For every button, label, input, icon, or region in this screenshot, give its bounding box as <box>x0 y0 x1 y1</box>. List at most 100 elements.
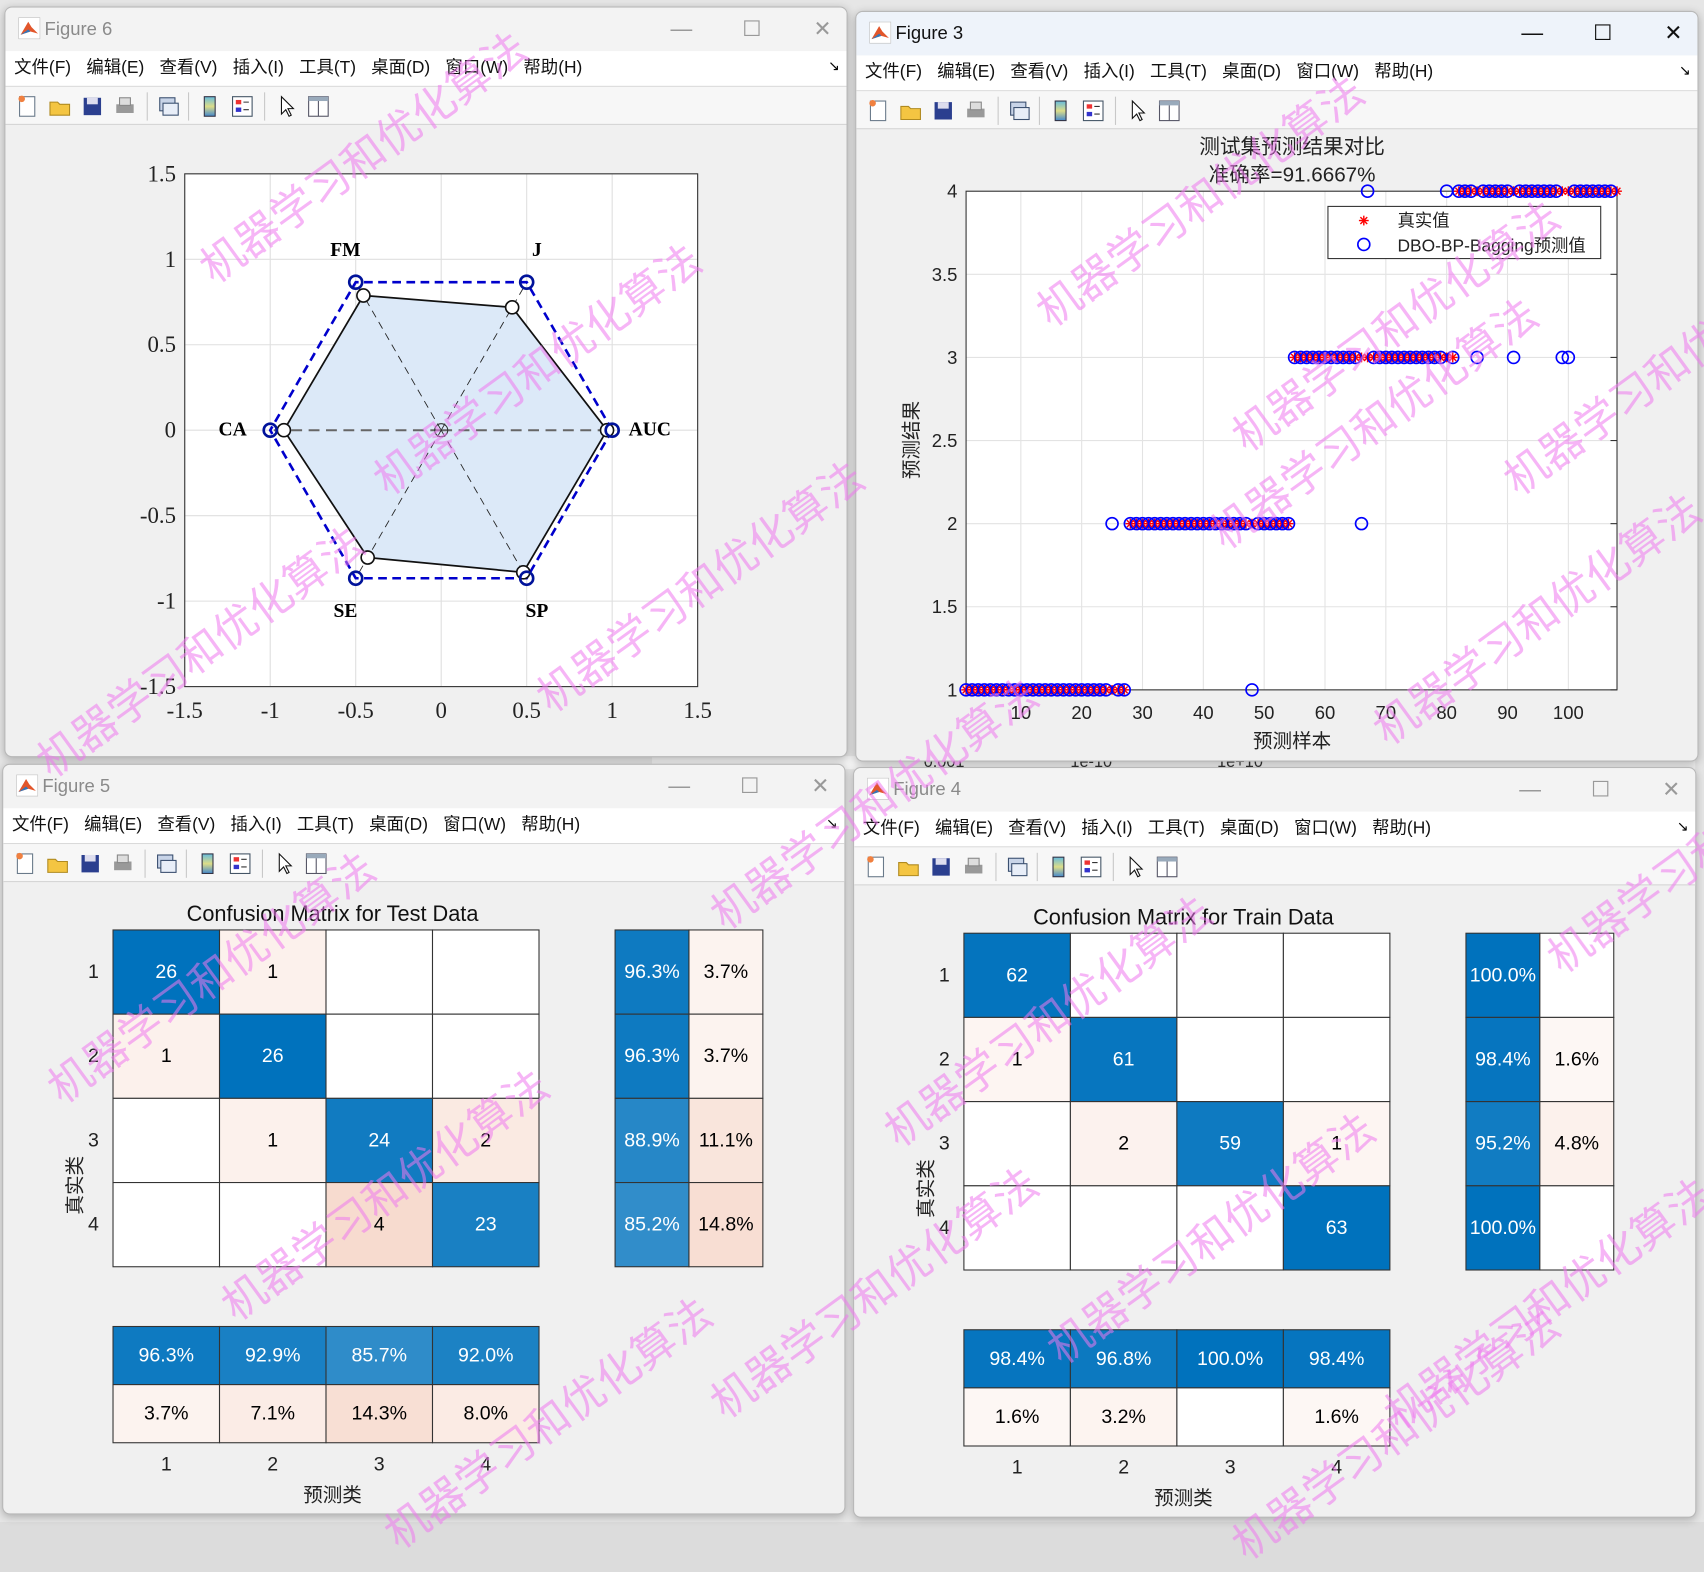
insert-colorbar-icon[interactable] <box>1048 98 1074 124</box>
insert-legend-icon[interactable] <box>229 93 255 119</box>
new-figure-icon[interactable] <box>863 854 889 880</box>
y-tick-label: 1.5 <box>932 596 958 617</box>
title-bar[interactable]: Figure 4 — ☐ ✕ <box>854 768 1696 812</box>
link-plot-icon[interactable] <box>155 93 181 119</box>
menu-item[interactable]: 查看(V) <box>157 815 216 835</box>
open-file-icon[interactable] <box>47 93 73 119</box>
open-file-icon[interactable] <box>895 854 921 880</box>
menu-item[interactable]: 文件(F) <box>11 815 69 835</box>
new-figure-icon[interactable] <box>14 93 40 119</box>
edit-plot-pointer-icon[interactable] <box>1121 854 1147 880</box>
menu-item[interactable]: 工具(T) <box>1147 819 1205 838</box>
menu-item[interactable]: 文件(F) <box>14 58 72 78</box>
edit-plot-pointer-icon[interactable] <box>271 851 297 877</box>
save-icon[interactable] <box>930 98 956 124</box>
new-figure-icon[interactable] <box>12 851 38 877</box>
menu-item[interactable]: 查看(V) <box>1008 819 1067 838</box>
save-icon[interactable] <box>77 851 103 877</box>
save-icon[interactable] <box>79 93 105 119</box>
menu-item[interactable]: 文件(F) <box>862 819 920 838</box>
minimize-button[interactable]: — <box>670 17 693 42</box>
menu-item[interactable]: 工具(T) <box>299 58 357 78</box>
menu-item[interactable]: 窗口(W) <box>445 58 509 78</box>
open-file-icon[interactable] <box>45 851 71 877</box>
dock-arrow-icon[interactable]: ↘ <box>1676 818 1689 835</box>
edit-plot-pointer-icon[interactable] <box>273 93 299 119</box>
menu-item[interactable]: 文件(F) <box>865 63 922 82</box>
insert-colorbar-icon[interactable] <box>195 851 221 877</box>
menu-item[interactable]: 桌面(D) <box>371 58 431 78</box>
y-tick-label: 0 <box>165 418 176 443</box>
open-file-icon[interactable] <box>898 98 924 124</box>
menu-item[interactable]: 窗口(W) <box>1296 63 1360 82</box>
menu-item[interactable]: 编辑(E) <box>84 815 143 835</box>
dock-arrow-icon[interactable]: ↘ <box>828 57 841 74</box>
predicted-value-marker <box>1342 350 1357 365</box>
print-icon[interactable] <box>963 98 989 124</box>
menu-item[interactable]: 窗口(W) <box>1294 819 1357 838</box>
menu-item[interactable]: 帮助(H) <box>521 815 581 835</box>
maximize-button[interactable]: ☐ <box>1590 777 1611 802</box>
column-summary-correct: 96.8% <box>1069 1329 1178 1389</box>
menu-item[interactable]: 编辑(E) <box>935 819 994 838</box>
matrix-cell <box>325 929 434 1015</box>
column-summary-correct-value: 92.0% <box>458 1345 513 1367</box>
y-tick-label: 0.5 <box>148 332 177 357</box>
menu-item[interactable]: 插入(I) <box>230 815 282 835</box>
menu-item[interactable]: 桌面(D) <box>1222 63 1282 82</box>
new-figure-icon[interactable] <box>865 98 891 124</box>
menu-item[interactable]: 编辑(E) <box>86 58 145 78</box>
link-plot-icon[interactable] <box>153 851 179 877</box>
legend[interactable]: 真实值 DBO-BP-Bagging预测值 <box>1327 205 1602 260</box>
menu-item[interactable]: 插入(I) <box>1081 819 1133 838</box>
legend-entry: DBO-BP-Bagging预测值 <box>1397 236 1585 256</box>
insert-legend-icon[interactable] <box>1080 98 1106 124</box>
insert-legend-icon[interactable] <box>227 851 253 877</box>
minimize-button[interactable]: — <box>1521 21 1544 46</box>
menu-item[interactable]: 窗口(W) <box>443 815 507 835</box>
column-class-label: 2 <box>267 1453 278 1475</box>
menu-item[interactable]: 编辑(E) <box>937 63 996 82</box>
menu-item[interactable]: 查看(V) <box>1010 63 1069 82</box>
maximize-button[interactable]: ☐ <box>740 774 760 799</box>
close-button[interactable]: ✕ <box>813 17 832 42</box>
menu-item[interactable]: 查看(V) <box>159 58 218 78</box>
title-bar[interactable]: Figure 3 — ☐ ✕ <box>856 11 1698 56</box>
menu-item[interactable]: 桌面(D) <box>1220 819 1279 838</box>
dock-arrow-icon[interactable]: ↘ <box>1679 61 1691 79</box>
title-bar[interactable]: Figure 6 — ☐ ✕ <box>5 7 847 52</box>
print-icon[interactable] <box>961 854 987 880</box>
property-inspector-icon[interactable] <box>305 93 331 119</box>
menu-item[interactable]: 帮助(H) <box>523 58 583 78</box>
menu-item[interactable]: 帮助(H) <box>1374 63 1434 82</box>
minimize-button[interactable]: — <box>668 774 691 799</box>
link-plot-icon[interactable] <box>1006 98 1032 124</box>
menu-item[interactable]: 帮助(H) <box>1372 819 1432 838</box>
insert-colorbar-icon[interactable] <box>1045 854 1071 880</box>
column-summary-error: 1.6% <box>963 1387 1071 1447</box>
insert-legend-icon[interactable] <box>1078 854 1104 880</box>
menu-item[interactable]: 插入(I) <box>1083 63 1135 82</box>
menu-item[interactable]: 桌面(D) <box>369 815 429 835</box>
maximize-button[interactable]: ☐ <box>742 17 762 42</box>
property-inspector-icon[interactable] <box>303 851 329 877</box>
menu-item[interactable]: 工具(T) <box>1149 63 1207 82</box>
save-icon[interactable] <box>928 854 954 880</box>
property-inspector-icon[interactable] <box>1154 854 1180 880</box>
close-button[interactable]: ✕ <box>811 774 830 799</box>
edit-plot-pointer-icon[interactable] <box>1124 98 1150 124</box>
property-inspector-icon[interactable] <box>1156 98 1182 124</box>
maximize-button[interactable]: ☐ <box>1593 21 1613 46</box>
close-button[interactable]: ✕ <box>1662 777 1681 802</box>
dock-arrow-icon[interactable]: ↘ <box>825 814 838 832</box>
menu-item[interactable]: 插入(I) <box>232 58 284 78</box>
link-plot-icon[interactable] <box>1004 854 1030 880</box>
title-bar[interactable]: Figure 5 — ☐ ✕ <box>3 764 845 809</box>
insert-colorbar-icon[interactable] <box>197 93 223 119</box>
print-icon[interactable] <box>110 851 136 877</box>
menu-item[interactable]: 工具(T) <box>296 815 354 835</box>
minimize-button[interactable]: — <box>1519 777 1541 802</box>
print-icon[interactable] <box>112 93 138 119</box>
close-button[interactable]: ✕ <box>1664 21 1683 46</box>
predicted-value-marker <box>1117 683 1132 697</box>
